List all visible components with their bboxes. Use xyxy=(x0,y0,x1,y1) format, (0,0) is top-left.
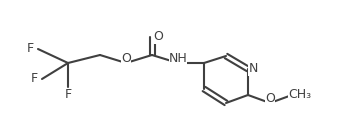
Text: O: O xyxy=(121,53,131,66)
Text: F: F xyxy=(26,42,33,56)
Text: O: O xyxy=(153,31,163,43)
Text: F: F xyxy=(64,89,72,102)
Text: CH₃: CH₃ xyxy=(288,89,312,102)
Text: O: O xyxy=(265,92,275,105)
Text: N: N xyxy=(248,62,258,75)
Text: F: F xyxy=(30,72,38,86)
Text: NH: NH xyxy=(169,51,187,64)
